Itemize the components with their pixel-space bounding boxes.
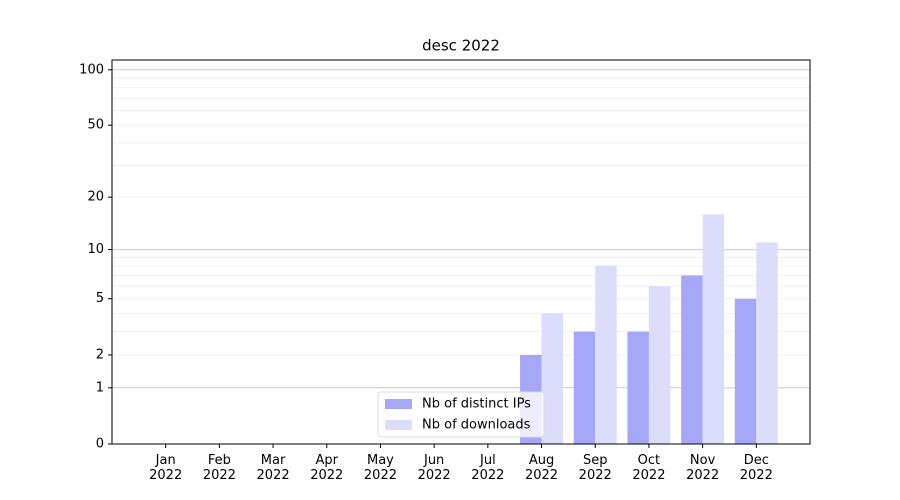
x-tick-label: Feb 2022 xyxy=(202,453,236,483)
y-tick-label: 50 xyxy=(87,118,104,133)
legend-label: Nb of distinct IPs xyxy=(422,397,531,412)
chart-title: desc 2022 xyxy=(422,37,500,55)
plot-frame xyxy=(111,59,811,445)
y-tick-label: 1 xyxy=(96,380,104,395)
x-tick-label: Nov 2022 xyxy=(686,453,720,483)
legend-swatch xyxy=(385,399,412,409)
y-tick-label: 10 xyxy=(87,242,104,257)
y-tick-label: 0 xyxy=(96,437,104,452)
legend-box xyxy=(377,391,545,438)
bar xyxy=(681,275,703,444)
x-tick-label: Jan 2022 xyxy=(149,453,183,483)
bar xyxy=(756,242,778,444)
bar xyxy=(595,265,617,444)
bar xyxy=(627,331,649,444)
x-tick-label: Mar 2022 xyxy=(256,453,290,483)
y-tick-label: 5 xyxy=(96,291,104,306)
bar xyxy=(702,214,725,444)
y-tick-label: 100 xyxy=(79,62,104,77)
legend-label: Nb of downloads xyxy=(422,418,531,433)
x-tick-label: Dec 2022 xyxy=(739,453,773,483)
bar xyxy=(648,286,671,444)
legend: Nb of distinct IPs Nb of downloads xyxy=(377,391,545,438)
y-tick-label: 2 xyxy=(96,347,104,362)
x-tick-label: Jun 2022 xyxy=(417,453,451,483)
legend-swatch xyxy=(385,420,412,430)
y-tick-label: 20 xyxy=(87,190,104,205)
x-tick-label: Apr 2022 xyxy=(310,453,344,483)
x-tick-label: Aug 2022 xyxy=(524,453,559,483)
bar xyxy=(734,298,757,444)
x-tick-label: May 2022 xyxy=(363,453,397,483)
x-tick-label: Sep 2022 xyxy=(578,453,612,483)
x-tick-label: Jul 2022 xyxy=(471,453,505,483)
x-tick-label: Oct 2022 xyxy=(632,453,666,483)
bar xyxy=(573,331,596,444)
bar xyxy=(541,313,564,444)
